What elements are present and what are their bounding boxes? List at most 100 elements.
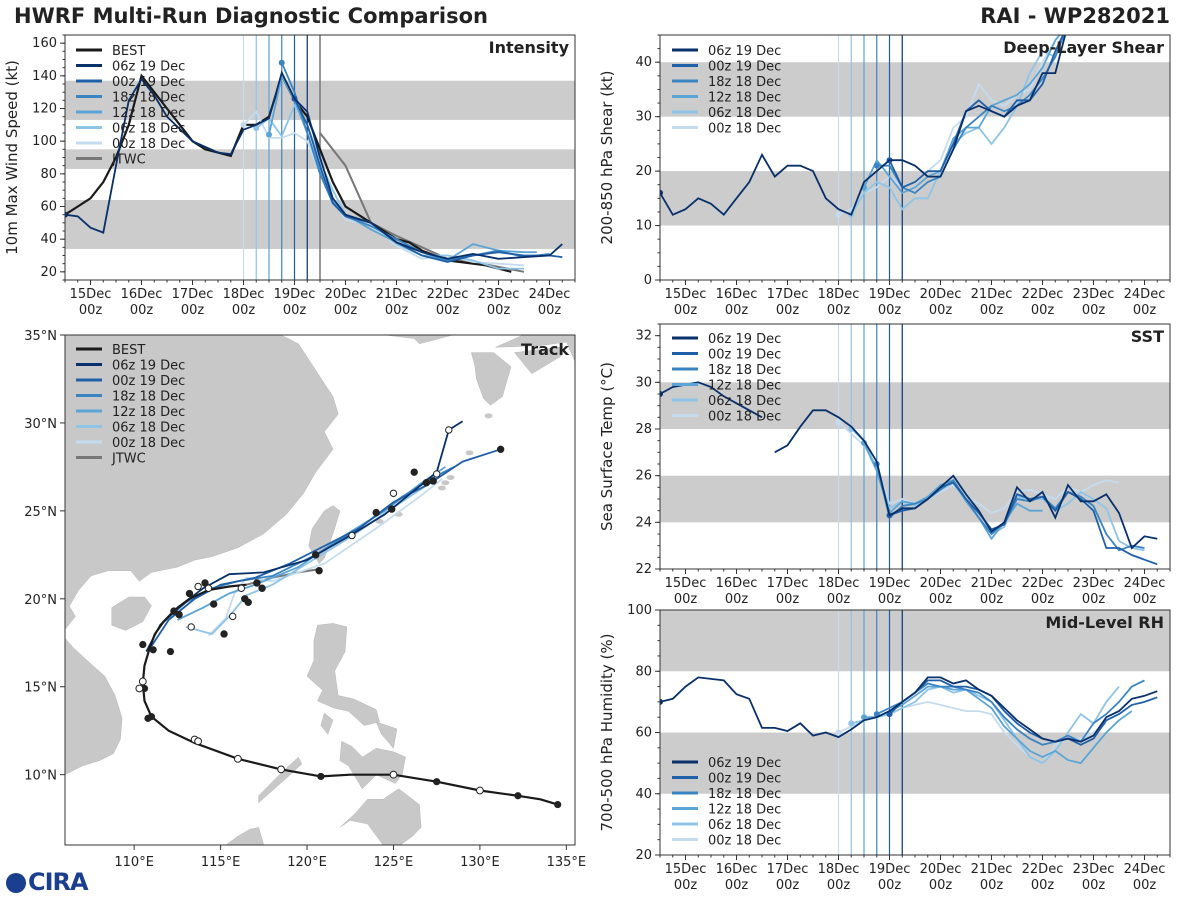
land-ryukyu-island-1 xyxy=(446,474,455,480)
rh-ytick-label: 40 xyxy=(635,787,652,802)
track-ytick-label: 10°N xyxy=(24,769,57,784)
sst-xtick-hour: 00z xyxy=(1031,592,1055,607)
track-run-dot xyxy=(429,477,437,485)
rh-legend-label: 06z 18 Dec xyxy=(708,818,781,833)
rh-xtick-day: 18Dec xyxy=(818,862,860,877)
shear-xtick-hour: 00z xyxy=(1082,303,1106,318)
shear-ylabel: 200-850 hPa Shear (kt) xyxy=(598,71,616,245)
sst-legend-label: 18z 18 Dec xyxy=(708,363,781,378)
rh-run-line-2 xyxy=(876,679,1145,746)
track-legend-label: 06z 19 Dec xyxy=(112,359,185,374)
sst-xtick-day: 20Dec xyxy=(920,576,962,591)
rh-legend-label: 18z 18 Dec xyxy=(708,787,781,802)
track-frame xyxy=(64,334,576,846)
shear-panel: 01020304015Dec00z16Dec00z17Dec00z18Dec00… xyxy=(598,34,1171,318)
intensity-plot-area xyxy=(65,35,575,280)
intensity-xtick-hour: 00z xyxy=(130,303,154,318)
track-best-dot-open xyxy=(138,677,147,686)
rh-ytick-label: 20 xyxy=(635,848,652,863)
sst-xtick-hour: 00z xyxy=(674,592,698,607)
track-run-dot xyxy=(204,584,213,592)
sst-xtick-day: 18Dec xyxy=(818,576,860,591)
rh-run-line-4 xyxy=(851,685,1120,765)
track-run-dot xyxy=(372,508,380,517)
rh-xtick-day: 15Dec xyxy=(665,862,707,877)
intensity-xtick-day: 24Dec xyxy=(529,287,571,302)
sst-xtick-day: 16Dec xyxy=(716,576,758,591)
intensity-legend-label: BEST xyxy=(112,44,145,59)
intensity-xtick-day: 18Dec xyxy=(223,287,265,302)
rh-run-start-dot-5 xyxy=(835,729,842,736)
track-legend-label: 00z 18 Dec xyxy=(112,436,185,451)
intensity-run-start-dot-2 xyxy=(278,59,285,66)
land-hainan xyxy=(111,596,152,631)
sst-ytick-label: 28 xyxy=(635,422,652,437)
sst-legend-label: 00z 19 Dec xyxy=(708,348,781,363)
rh-panel: 2040608010015Dec00z16Dec00z17Dec00z18Dec… xyxy=(598,603,1171,893)
track-run-line-5 xyxy=(207,478,443,637)
shear-xtick-hour: 00z xyxy=(878,303,902,318)
sst-ylabel: Sea Surface Temp (°C) xyxy=(598,362,616,531)
rh-legend-label: 00z 19 Dec xyxy=(708,772,781,787)
land-ryukyu-island-3 xyxy=(465,450,474,456)
storm-id: RAI - WP282021 xyxy=(980,4,1170,28)
intensity-ytick-label: 160 xyxy=(32,36,57,51)
intensity-ytick-label: 100 xyxy=(32,134,57,149)
sst-plot-area xyxy=(660,324,1170,569)
land-honshu xyxy=(495,335,575,362)
track-panel: 110°E 115°E 120°E 125°E 130°E 135°E 10°N 15°N 20… xyxy=(24,329,586,870)
shear-xtick-day: 17Dec xyxy=(767,287,809,302)
rh-legend-label: 00z 18 Dec xyxy=(708,834,781,849)
track-run-dot xyxy=(258,584,266,592)
track-legend-label: 06z 18 Dec xyxy=(112,421,185,436)
intensity-xtick-day: 16Dec xyxy=(121,287,163,302)
intensity-legend-label: 06z 18 Dec xyxy=(112,122,185,137)
rh-xtick-hour: 00z xyxy=(1082,878,1106,893)
shear-band-1 xyxy=(660,62,1170,117)
rh-legend-label: 06z 19 Dec xyxy=(708,756,781,771)
track-run-dot xyxy=(201,579,209,587)
sst-xtick-hour: 00z xyxy=(776,592,800,607)
figure-title: HWRF Multi-Run Diagnostic Comparison xyxy=(14,4,489,28)
land-ryukyu-island-4 xyxy=(484,413,493,419)
track-legend-label: 00z 19 Dec xyxy=(112,374,185,389)
rh-xtick-hour: 00z xyxy=(929,878,953,893)
intensity-run-line-1 xyxy=(293,98,563,263)
rh-xtick-day: 17Dec xyxy=(767,862,809,877)
shear-legend-label: 18z 18 Dec xyxy=(708,75,781,90)
track-best-dot-open xyxy=(194,737,203,746)
intensity-xtick-hour: 00z xyxy=(538,303,562,318)
rh-xtick-day: 20Dec xyxy=(920,862,962,877)
intensity-xtick-day: 17Dec xyxy=(172,287,214,302)
track-best-line xyxy=(141,583,559,806)
land-korea xyxy=(384,335,469,345)
land-borneo-tip xyxy=(225,827,265,845)
intensity-xtick-day: 15Dec xyxy=(70,287,112,302)
rh-band-1 xyxy=(660,610,1170,672)
land-mindoro xyxy=(320,712,334,735)
track-best-dot-open xyxy=(233,754,242,763)
sst-run-line-0-b xyxy=(774,409,1158,550)
track-run-dot xyxy=(422,479,431,487)
rh-xtick-hour: 00z xyxy=(1133,878,1157,893)
sst-xtick-day: 17Dec xyxy=(767,576,809,591)
land-ryukyu-island-2 xyxy=(437,485,446,491)
rh-run-start-dot-4 xyxy=(848,720,855,727)
shear-xtick-hour: 00z xyxy=(1031,303,1055,318)
intensity-xtick-hour: 00z xyxy=(283,303,307,318)
track-best-dot-open xyxy=(389,770,398,779)
rh-xtick-hour: 00z xyxy=(827,878,851,893)
shear-xtick-day: 23Dec xyxy=(1073,287,1115,302)
rh-xtick-day: 16Dec xyxy=(716,862,758,877)
sst-legend-label: 06z 19 Dec xyxy=(708,332,781,347)
shear-xtick-day: 21Dec xyxy=(971,287,1013,302)
rh-xtick-hour: 00z xyxy=(674,878,698,893)
track-legend-label: BEST xyxy=(112,343,145,358)
sst-legend-label: 06z 18 Dec xyxy=(708,394,781,409)
intensity-xtick-hour: 00z xyxy=(232,303,256,318)
track-run-dot xyxy=(244,598,252,607)
rh-xtick-hour: 00z xyxy=(776,878,800,893)
rh-run-line-0 xyxy=(660,676,1158,743)
track-run-dot xyxy=(388,505,396,513)
track-run-dot xyxy=(311,551,320,559)
